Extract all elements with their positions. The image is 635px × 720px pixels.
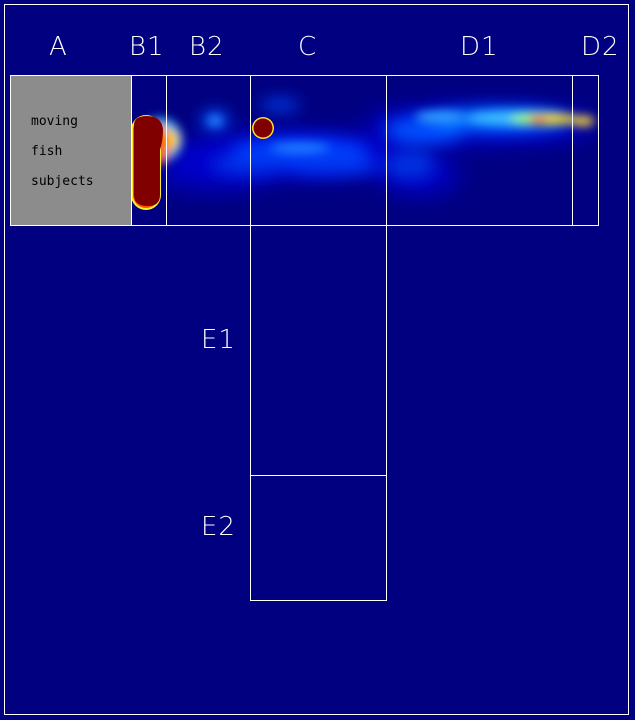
stimulus-text-line2: fish — [31, 144, 62, 159]
zone-label-e1: E1 — [201, 325, 236, 355]
zone-label-b2: B2 — [189, 32, 225, 62]
zone-label-d1: D1 — [460, 32, 499, 62]
stimulus-text-line3: subjects — [31, 174, 94, 189]
stimulus-text-line1: moving — [31, 114, 78, 129]
zone-label-b1: B1 — [129, 32, 165, 62]
heatmap-traces — [138, 99, 595, 195]
zone-boundaries — [10, 75, 599, 601]
zone-label-a: A — [49, 32, 68, 62]
zone-label-e2: E2 — [201, 512, 236, 542]
heatmap-peaks — [131, 115, 274, 210]
arena-frame — [4, 4, 629, 715]
zone-label-d2: D2 — [581, 32, 620, 62]
stimulus-box — [11, 76, 131, 225]
zone-label-c: C — [298, 32, 318, 62]
